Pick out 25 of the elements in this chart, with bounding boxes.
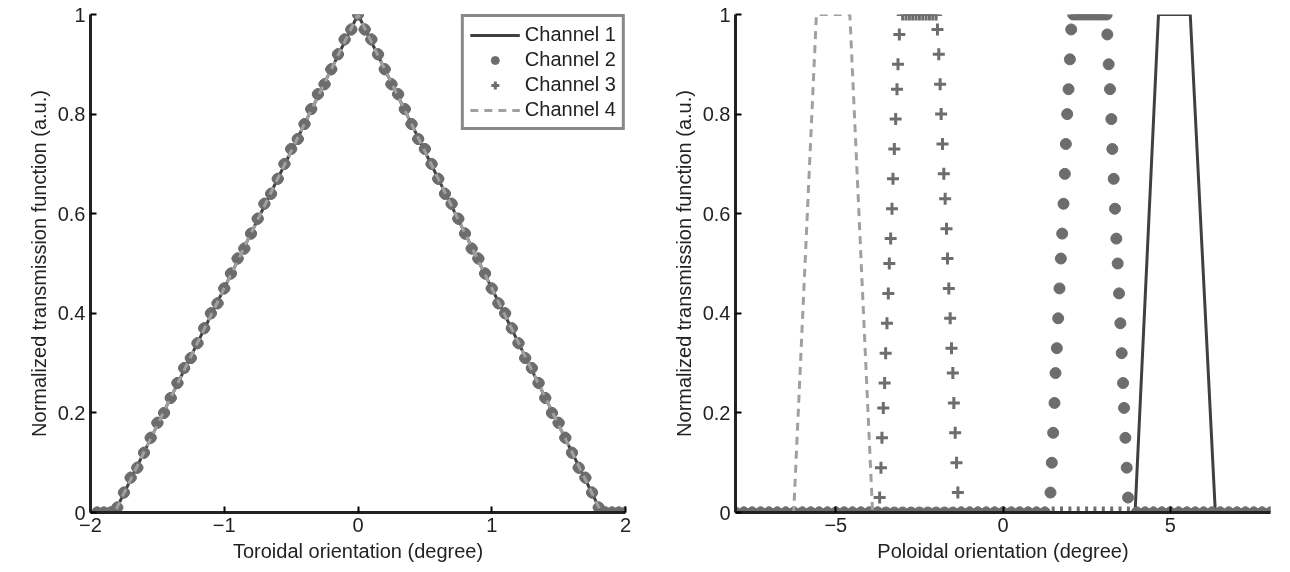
x-tick-label: −5 xyxy=(824,513,848,536)
legend-label: Channel 2 xyxy=(524,48,616,71)
y-tick-label: 0.4 xyxy=(57,302,86,325)
y-tick-label: 0.2 xyxy=(57,401,86,424)
y-axis-title: Normalized transmission function (a.u.) xyxy=(672,90,695,437)
legend-label: Channel 3 xyxy=(524,73,616,96)
x-tick-label: 5 xyxy=(1164,513,1176,536)
y-tick-label: 1 xyxy=(719,3,731,26)
x-axis-title: Toroidal orientation (degree) xyxy=(232,539,484,562)
legend-label: Channel 1 xyxy=(524,23,616,46)
x-axis-title: Poloidal orientation (degree) xyxy=(877,539,1129,562)
y-tick-label: 0.8 xyxy=(57,103,86,126)
y-tick-label: 0.6 xyxy=(702,202,731,225)
x-tick-label: 0 xyxy=(352,513,364,536)
y-axis-title: Normalized transmission function (a.u.) xyxy=(27,90,50,437)
y-tick-label: 0.4 xyxy=(702,302,731,325)
legend-label: Channel 4 xyxy=(524,98,616,121)
x-tick-label: −1 xyxy=(212,513,236,536)
y-tick-label: 0.6 xyxy=(57,202,86,225)
y-tick-label: 0.2 xyxy=(702,401,731,424)
x-tick-label: 0 xyxy=(997,513,1009,536)
y-tick-label: 0.8 xyxy=(702,103,731,126)
x-tick-label: 1 xyxy=(486,513,498,536)
y-tick-label: 1 xyxy=(74,3,86,26)
x-tick-label: 2 xyxy=(619,513,632,536)
